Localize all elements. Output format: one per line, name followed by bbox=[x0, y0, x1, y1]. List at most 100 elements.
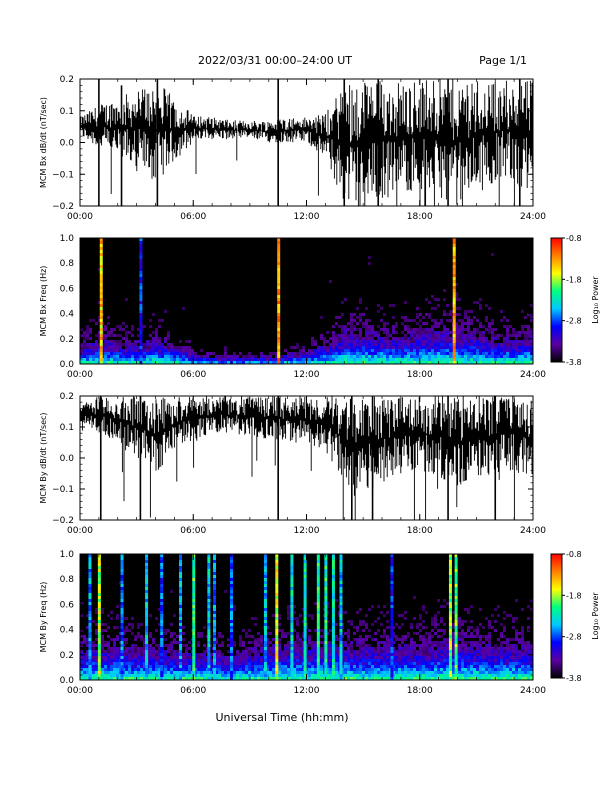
spectrogram-spike-1 bbox=[99, 283, 103, 286]
spectrogram-cell bbox=[371, 346, 374, 349]
spectrogram-cell bbox=[353, 313, 356, 316]
spectrogram-cell bbox=[431, 337, 434, 340]
spectrogram-cell bbox=[356, 340, 359, 343]
spectrogram-cell bbox=[530, 334, 533, 337]
spectrogram-cell bbox=[80, 355, 83, 358]
spectrogram-spike-6 bbox=[179, 605, 183, 608]
spectrogram-cell bbox=[302, 656, 305, 659]
spectrogram-cell bbox=[488, 328, 491, 331]
spectrogram-spike-6 bbox=[179, 581, 183, 584]
spectrogram-cell bbox=[380, 671, 383, 674]
spectrogram-cell bbox=[200, 653, 203, 656]
spectrogram-cell bbox=[485, 668, 488, 671]
spectrogram-cell bbox=[104, 358, 107, 361]
spectrogram-spike-7 bbox=[192, 632, 196, 635]
spectrogram-cell bbox=[128, 674, 131, 677]
spectrogram-cell bbox=[260, 644, 263, 647]
spectrogram-spike-7 bbox=[192, 635, 196, 638]
spectrogram-cell bbox=[359, 319, 362, 322]
colorbar-label: Log₁₀ Power bbox=[591, 276, 600, 324]
spectrogram-cell bbox=[485, 671, 488, 674]
spectrogram-cell bbox=[512, 620, 515, 623]
spectrogram-cell bbox=[266, 659, 269, 662]
spectrogram-cell bbox=[251, 665, 254, 668]
spectrogram-spike-4 bbox=[139, 337, 143, 340]
spectrogram-spike-15 bbox=[316, 656, 320, 659]
spectrogram-cell bbox=[116, 346, 119, 349]
spectrogram-cell bbox=[299, 614, 302, 617]
spectrogram-cell bbox=[437, 352, 440, 355]
spectrogram-cell bbox=[470, 310, 473, 313]
spectrogram-cell bbox=[254, 671, 257, 674]
spectrogram-cell bbox=[356, 644, 359, 647]
spectrogram-cell bbox=[449, 337, 452, 340]
spectrogram-cell bbox=[209, 665, 212, 668]
spectrogram-cell bbox=[125, 665, 128, 668]
spectrogram-cell bbox=[347, 352, 350, 355]
spectrogram-cell bbox=[335, 623, 338, 626]
spectrogram-cell bbox=[227, 677, 230, 680]
x-tick-label: 24:00 bbox=[520, 212, 546, 222]
spectrogram-cell bbox=[158, 647, 161, 650]
spectrogram-cell bbox=[320, 349, 323, 352]
spectrogram-cell bbox=[437, 629, 440, 632]
spectrogram-cell bbox=[338, 349, 341, 352]
spectrogram-cell bbox=[113, 662, 116, 665]
spectrogram-spike-1 bbox=[88, 560, 92, 563]
spectrogram-cell bbox=[437, 325, 440, 328]
spectrogram-cell bbox=[134, 635, 137, 638]
spectrogram-cell bbox=[257, 674, 260, 677]
spectrogram-cell bbox=[470, 659, 473, 662]
spectrogram-cell bbox=[455, 349, 458, 352]
spectrogram-cell bbox=[80, 650, 83, 653]
spectrogram-cell bbox=[440, 331, 443, 334]
spectrogram-cell bbox=[128, 340, 131, 343]
spectrogram-spike-12 bbox=[275, 623, 279, 626]
spectrogram-cell bbox=[434, 346, 437, 349]
spectrogram-cell bbox=[446, 647, 449, 650]
spectrogram-cell bbox=[185, 668, 188, 671]
y-axis-label: MCM Bx dB/dt (nT/sec) bbox=[39, 97, 48, 188]
spectrogram-cell bbox=[461, 337, 464, 340]
x-tick-label: 12:00 bbox=[294, 212, 320, 222]
spectrogram-cell bbox=[152, 647, 155, 650]
spectrogram-cell bbox=[530, 313, 533, 316]
spectrogram-cell bbox=[383, 328, 386, 331]
spectrogram-cell bbox=[311, 659, 314, 662]
spectrogram-spike-6 bbox=[179, 566, 183, 569]
spectrogram-spike-4 bbox=[139, 238, 143, 241]
spectrogram-cell bbox=[131, 349, 134, 352]
spectrogram-cell bbox=[203, 355, 206, 358]
spectrogram-cell bbox=[173, 665, 176, 668]
spectrogram-cell bbox=[287, 653, 290, 656]
spectrogram-cell bbox=[176, 635, 179, 638]
spectrogram-cell bbox=[458, 653, 461, 656]
spectrogram-cell bbox=[224, 665, 227, 668]
spectrogram-cell bbox=[434, 623, 437, 626]
spectrogram-cell bbox=[350, 352, 353, 355]
spectrogram-spike-9 bbox=[213, 653, 217, 656]
spectrogram-cell bbox=[365, 331, 368, 334]
spectrogram-cell bbox=[497, 671, 500, 674]
y-tick-label: −0.2 bbox=[52, 516, 74, 526]
spectrogram-cell bbox=[407, 355, 410, 358]
spectrogram-cell bbox=[92, 349, 95, 352]
spectrogram-cell bbox=[305, 352, 308, 355]
spectrogram-spike-13 bbox=[290, 674, 294, 677]
spectrogram-spike-1 bbox=[88, 644, 92, 647]
spectrogram-cell bbox=[188, 674, 191, 677]
spectrogram-spike-2 bbox=[97, 569, 101, 572]
spectrogram-cell bbox=[488, 671, 491, 674]
spectrogram-cell bbox=[407, 644, 410, 647]
spectrogram-cell bbox=[182, 668, 185, 671]
spectrogram-cell bbox=[476, 629, 479, 632]
spectrogram-cell bbox=[350, 659, 353, 662]
spectrogram-cell bbox=[368, 328, 371, 331]
spectrogram-cell bbox=[197, 668, 200, 671]
spectrogram-cell bbox=[524, 331, 527, 334]
spectrogram-spike-8 bbox=[207, 560, 211, 563]
spectrogram-cell bbox=[269, 632, 272, 635]
spectrogram-spike-11 bbox=[263, 617, 267, 620]
spectrogram-cell bbox=[302, 632, 305, 635]
spectrogram-cell bbox=[227, 358, 230, 361]
